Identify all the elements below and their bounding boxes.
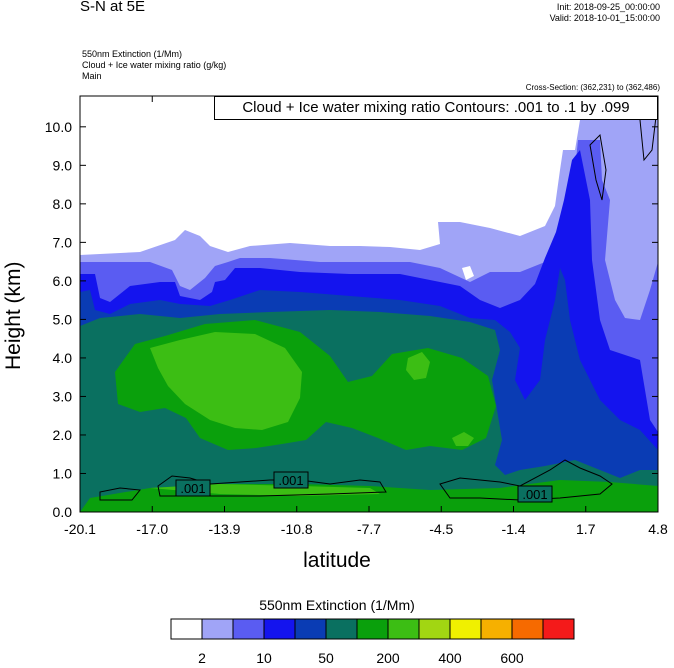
- y-tick-label: 4.0: [53, 350, 73, 366]
- x-axis-label: latitude: [303, 549, 371, 572]
- y-axis-label: Height (km): [2, 261, 25, 370]
- contour-label-box-3: [517, 485, 553, 503]
- colorbar-swatch: [294, 618, 327, 640]
- colorbar-swatch: [170, 618, 203, 640]
- contour-label: .001: [278, 473, 303, 488]
- colorbar-swatch: [542, 618, 575, 640]
- field-label-extinction: 550nm Extinction (1/Mm): [82, 49, 183, 59]
- colorbar-swatch: [418, 618, 451, 640]
- field-label-main: Main: [82, 71, 102, 81]
- y-tick-label: 8.0: [53, 196, 73, 212]
- band-bright-green-small: [406, 352, 430, 380]
- y-tick-label: 9.0: [53, 157, 73, 173]
- contour-label: .001: [180, 481, 205, 496]
- colorbar-swatch: [356, 618, 389, 640]
- x-tick-label: 4.8: [648, 521, 668, 537]
- shaded-field: .001 .001 .001: [80, 96, 658, 512]
- init-time: Init: 2018-09-25_00:00:00: [556, 2, 660, 12]
- colorbar-label: 50: [318, 650, 334, 666]
- colorbar-label: 2: [198, 650, 206, 666]
- cloud-water-contour: [99, 99, 658, 501]
- contour-label-box-1: [175, 479, 211, 497]
- y-tick-label: 7.0: [53, 234, 73, 250]
- colorbar-label: 600: [500, 650, 524, 666]
- colorbar-title: 550nm Extinction (1/Mm): [259, 597, 415, 613]
- x-tick-label: -10.8: [281, 521, 313, 537]
- cross-section-label: Cross-Section: (362,231) to (362,486): [525, 83, 660, 92]
- contour-label: .001: [522, 487, 547, 502]
- colorbar-swatch: [511, 618, 544, 640]
- y-tick-label: 0.0: [53, 504, 73, 520]
- y-tick-label: 5.0: [53, 311, 73, 327]
- x-axis: -20.1 -17.0 -13.9 -10.8 -7.7 -4.5 -1.4 1.7 4.8: [64, 96, 668, 537]
- colorbar-swatch: [325, 618, 358, 640]
- x-tick-label: -20.1: [64, 521, 96, 537]
- y-tick-label: 10.0: [45, 119, 72, 135]
- y-tick-label: 1.0: [53, 465, 73, 481]
- x-tick-label: -17.0: [136, 521, 168, 537]
- contour-label-box-2: [273, 471, 309, 489]
- y-axis: 0.0 1.0 2.0 3.0 4.0 5.0 6.0 7.0 8.0 9.0 10.0: [45, 119, 658, 520]
- field-label-mixing-ratio: Cloud + Ice water mixing ratio (g/kg): [82, 60, 227, 70]
- colorbar-label: 200: [376, 650, 400, 666]
- colorbar-swatch: [201, 618, 234, 640]
- y-tick-label: 3.0: [53, 388, 73, 404]
- plot-title: S-N at 5E: [80, 0, 146, 15]
- band-bright-green-small2: [452, 432, 474, 446]
- colorbar-label: 10: [256, 650, 272, 666]
- colorbar-label: 400: [438, 650, 462, 666]
- y-tick-label: 2.0: [53, 427, 73, 443]
- colorbar-swatch: [232, 618, 265, 640]
- white-gap: [462, 266, 474, 280]
- x-tick-label: -1.4: [501, 521, 525, 537]
- colorbar-swatch: [449, 618, 482, 640]
- band-bright-green: [150, 332, 302, 430]
- colorbar: 2 10 50 200 400 600: [170, 618, 575, 666]
- colorbar-swatch: [480, 618, 513, 640]
- x-tick-label: 1.7: [576, 521, 596, 537]
- colorbar-swatch: [387, 618, 420, 640]
- x-tick-label: -13.9: [209, 521, 241, 537]
- colorbar-swatch: [263, 618, 296, 640]
- x-tick-label: -7.7: [357, 521, 381, 537]
- valid-time: Valid: 2018-10-01_15:00:00: [549, 13, 660, 23]
- contour-info-box: Cloud + Ice water mixing ratio Contours:…: [214, 96, 658, 120]
- y-tick-label: 6.0: [53, 273, 73, 289]
- x-tick-label: -4.5: [429, 521, 453, 537]
